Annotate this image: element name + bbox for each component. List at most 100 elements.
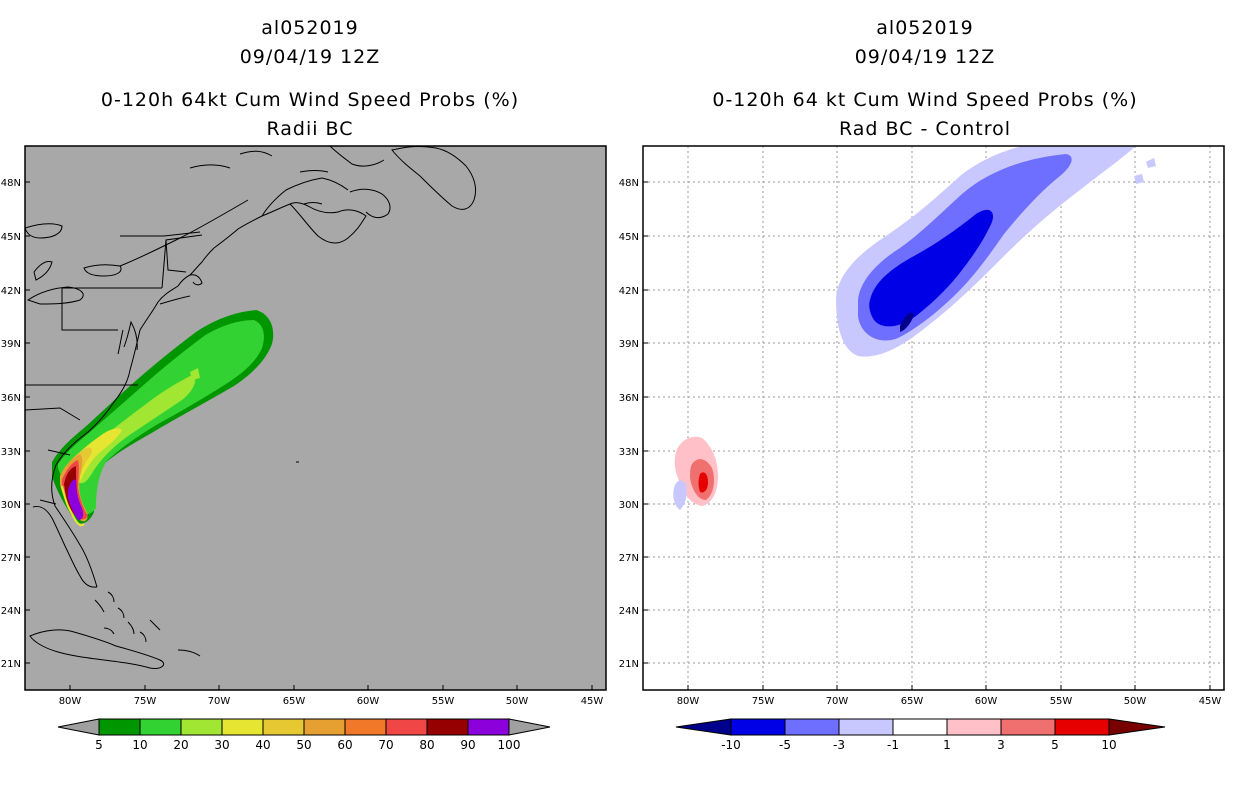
prob-30-contour (68, 374, 196, 484)
lon-label: 65W (283, 696, 306, 707)
right-panel-title-block: al052019 09/04/19 12Z 0-120h 64 kt Cum W… (625, 14, 1225, 144)
left-map-frame (24, 145, 607, 691)
lon-label: 70W (826, 696, 849, 707)
colorbar-swatch (139, 718, 182, 736)
colorbar-label: -1 (887, 738, 899, 752)
left-axis-ticks: 21N 24N 27N 30N 33N 36N 39N 42N 45N 48N 80W 75W 70W 6… (1, 178, 604, 707)
left-subtitle: Radii BC (266, 118, 354, 140)
colorbar-label: 30 (214, 738, 229, 752)
colorbar-label: 1 (943, 738, 951, 752)
colorbar-label: 60 (337, 738, 352, 752)
lat-label: 48N (1, 178, 21, 189)
colorbar-swatch (262, 718, 305, 736)
left-panel-title-block: al052019 09/04/19 12Z 0-120h 64kt Cum Wi… (15, 14, 605, 144)
colorbar-label: -3 (833, 738, 845, 752)
colorbar-high-arrow (508, 718, 551, 736)
lon-label: 60W (357, 696, 380, 707)
right-map-frame (642, 145, 1225, 691)
colorbar-label: 70 (378, 738, 393, 752)
lat-label: 45N (619, 232, 639, 243)
left-title: 0-120h 64kt Cum Wind Speed Probs (%) (100, 89, 520, 111)
colorbar-label: 20 (173, 738, 188, 752)
lat-label: 24N (619, 606, 639, 617)
lat-label: 33N (619, 447, 639, 458)
prob-30-patch (190, 368, 200, 380)
colorbar-label: -5 (779, 738, 791, 752)
lat-label: 30N (1, 500, 21, 511)
colorbar-swatch (385, 718, 428, 736)
prob-edge-line (61, 485, 85, 527)
prob-20-contour (58, 320, 264, 515)
colorbar-swatch (892, 718, 948, 736)
colorbar-swatch (344, 718, 387, 736)
colorbar-label: 90 (460, 738, 475, 752)
lat-label: 21N (619, 659, 639, 670)
prob-100-contour (68, 479, 84, 520)
diff-minus-1-florida (673, 480, 687, 510)
colorbar-label: 10 (132, 738, 147, 752)
colorbar-low-arrow (675, 718, 732, 736)
right-subtitle: Rad BC - Control (838, 118, 1012, 140)
diff-minus-5-contour (869, 209, 994, 327)
left-datetime: 09/04/19 12Z (239, 46, 381, 68)
right-storm-id: al052019 (876, 17, 974, 39)
left-colorbar: 5 10 20 30 40 50 60 70 80 90 100 (57, 718, 551, 752)
colorbar-swatch (784, 718, 840, 736)
lon-label: 80W (677, 696, 700, 707)
colorbar-label: 80 (419, 738, 434, 752)
lat-label: 33N (1, 447, 21, 458)
lon-label: 80W (59, 696, 82, 707)
colorbar-label: 5 (1051, 738, 1059, 752)
lon-label: 75W (134, 696, 157, 707)
left-probability-field (52, 310, 274, 527)
colorbar-low-arrow (57, 718, 100, 736)
lon-label: 60W (975, 696, 998, 707)
lat-label: 27N (1, 553, 21, 564)
lon-label: 75W (752, 696, 775, 707)
lat-label: 42N (619, 286, 639, 297)
colorbar-label: 40 (255, 738, 270, 752)
lon-label: 55W (432, 696, 455, 707)
lon-label: 45W (581, 696, 604, 707)
lat-label: 27N (619, 553, 639, 564)
lon-label: 65W (901, 696, 924, 707)
right-axis-ticks: 21N 24N 27N 30N 33N 36N 39N 42N 45N 48N 80W 75W 70W 6… (619, 178, 1222, 707)
colorbar-swatch (946, 718, 1002, 736)
colorbar-label: 100 (498, 738, 521, 752)
colorbar-label: 5 (95, 738, 103, 752)
colorbar-swatch (838, 718, 894, 736)
colorbar-swatch (1000, 718, 1056, 736)
lat-label: 36N (619, 393, 639, 404)
diff-plus-5-contour (698, 472, 708, 493)
lat-label: 45N (1, 232, 21, 243)
colorbar-swatch (467, 718, 510, 736)
lat-label: 42N (1, 286, 21, 297)
diff-minus-10-patch (900, 312, 914, 332)
lat-label: 36N (1, 393, 21, 404)
colorbar-swatch (221, 718, 264, 736)
lon-label: 70W (208, 696, 231, 707)
left-storm-id: al052019 (261, 17, 359, 39)
colorbar-label: 50 (296, 738, 311, 752)
lon-label: 50W (1124, 696, 1147, 707)
right-map: 21N 24N 27N 30N 33N 36N 39N 42N 45N 48N 80W 75W 70W 6… (619, 145, 1225, 707)
left-map: 21N 24N 27N 30N 33N 36N 39N 42N 45N 48N 80W 75W 70W 6… (1, 145, 607, 707)
colorbar-swatch (303, 718, 346, 736)
right-colorbar: -10 -5 -3 -1 1 3 5 10 (675, 718, 1166, 752)
lat-label: 48N (619, 178, 639, 189)
colorbar-swatch (1054, 718, 1110, 736)
lon-label: 50W (506, 696, 529, 707)
colorbar-swatch (98, 718, 141, 736)
lat-label: 21N (1, 659, 21, 670)
lon-label: 45W (1199, 696, 1222, 707)
colorbar-swatch (426, 718, 469, 736)
diff-minus-1-patches (1134, 158, 1156, 184)
lat-label: 24N (1, 606, 21, 617)
colorbar-label: -10 (721, 738, 741, 752)
colorbar-swatch (730, 718, 786, 736)
right-title: 0-120h 64 kt Cum Wind Speed Probs (%) (712, 89, 1138, 111)
colorbar-label: 10 (1101, 738, 1116, 752)
colorbar-label: 3 (997, 738, 1005, 752)
lat-label: 39N (619, 339, 639, 350)
